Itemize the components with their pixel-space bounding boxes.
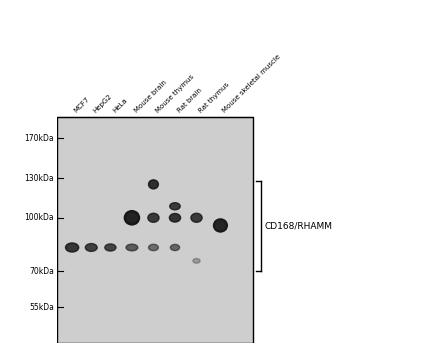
Ellipse shape	[169, 214, 180, 222]
Text: Mouse skeletal muscle: Mouse skeletal muscle	[221, 54, 281, 114]
Ellipse shape	[148, 244, 158, 251]
Ellipse shape	[191, 213, 202, 222]
Text: 55kDa: 55kDa	[29, 303, 54, 312]
Ellipse shape	[192, 259, 200, 263]
Text: Mouse thymus: Mouse thymus	[155, 74, 194, 114]
Text: 130kDa: 130kDa	[24, 174, 54, 183]
Ellipse shape	[148, 213, 159, 222]
Ellipse shape	[127, 214, 136, 222]
Text: MCF7: MCF7	[73, 96, 91, 114]
Text: 100kDa: 100kDa	[24, 213, 54, 222]
Text: Mouse brain: Mouse brain	[133, 79, 167, 114]
Ellipse shape	[66, 243, 79, 252]
Text: CD168/RHAMM: CD168/RHAMM	[264, 222, 332, 231]
Ellipse shape	[105, 244, 116, 251]
Text: 70kDa: 70kDa	[29, 267, 54, 276]
Text: Rat thymus: Rat thymus	[197, 82, 230, 114]
Ellipse shape	[88, 245, 94, 250]
Text: HepG2: HepG2	[92, 93, 113, 114]
Text: 170kDa: 170kDa	[24, 134, 54, 143]
Ellipse shape	[148, 180, 158, 189]
Ellipse shape	[216, 222, 224, 229]
Ellipse shape	[151, 182, 156, 187]
Bar	[56, 117, 252, 343]
Ellipse shape	[126, 244, 138, 251]
Ellipse shape	[124, 211, 139, 225]
Ellipse shape	[169, 203, 180, 210]
Ellipse shape	[170, 244, 179, 251]
Text: HeLa: HeLa	[111, 97, 128, 114]
Ellipse shape	[68, 245, 76, 250]
Ellipse shape	[213, 219, 227, 232]
Text: Rat brain: Rat brain	[176, 87, 203, 114]
Ellipse shape	[107, 246, 113, 250]
Ellipse shape	[85, 244, 97, 251]
